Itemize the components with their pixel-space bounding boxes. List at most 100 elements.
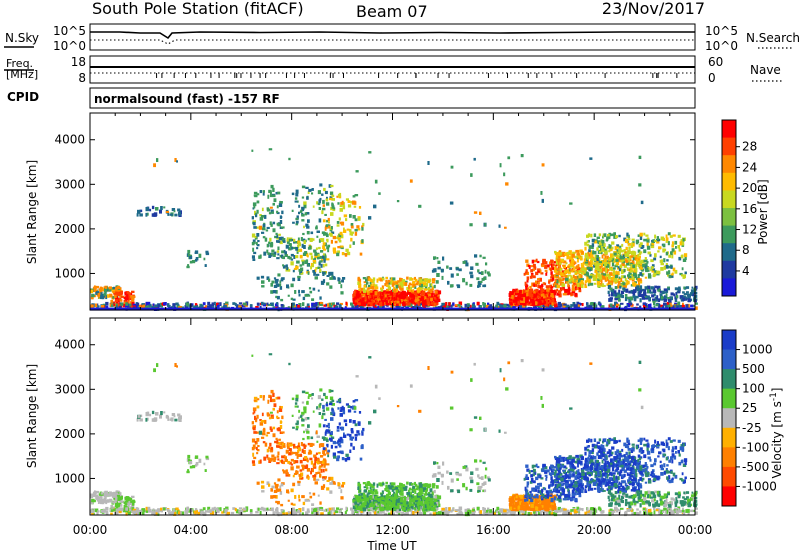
power-cell xyxy=(569,263,572,266)
power-cell xyxy=(414,285,417,289)
power-cell xyxy=(610,233,614,237)
power-cell xyxy=(109,293,113,298)
power-cell xyxy=(306,196,309,200)
power-cell xyxy=(419,302,422,306)
power-cell xyxy=(605,261,609,264)
power-cell xyxy=(106,294,110,298)
velocity-cell xyxy=(105,500,108,505)
velocity-cell xyxy=(132,502,135,506)
power-cell xyxy=(641,296,646,300)
velocity-cell xyxy=(533,511,536,514)
power-cell xyxy=(350,223,354,226)
power-cell xyxy=(662,243,666,248)
power-cell xyxy=(557,255,561,259)
power-cell xyxy=(323,259,326,263)
power-cell xyxy=(295,265,299,270)
power-cell xyxy=(350,225,354,229)
power-cell xyxy=(604,258,607,262)
power-cell xyxy=(309,252,313,256)
velocity-cell xyxy=(350,507,354,511)
power-cell xyxy=(520,302,524,306)
power-cell xyxy=(288,238,292,242)
power-cell xyxy=(656,241,660,244)
power-cell xyxy=(558,305,562,308)
power-cell xyxy=(277,223,281,227)
power-cell xyxy=(572,268,575,271)
power-cell xyxy=(151,213,155,217)
power-cell xyxy=(326,258,330,261)
power-cell xyxy=(629,266,632,270)
power-cell xyxy=(328,184,332,188)
power-cell xyxy=(272,228,276,233)
power-cell xyxy=(319,238,322,241)
power-cell xyxy=(205,305,208,308)
velocity-cell xyxy=(446,510,449,515)
power-cell xyxy=(512,299,516,303)
cpid-label: CPID xyxy=(7,90,39,104)
power-cell xyxy=(427,287,430,289)
velocity-cell xyxy=(234,507,237,512)
power-cell xyxy=(449,201,454,205)
power-cell xyxy=(633,269,636,273)
power-cell xyxy=(175,302,179,306)
power-cell xyxy=(340,201,343,205)
power-cell xyxy=(593,250,597,255)
power-cell xyxy=(522,304,526,309)
power-cell xyxy=(301,185,306,189)
power-cell xyxy=(473,157,476,161)
power-cell xyxy=(564,275,568,279)
power-cell xyxy=(586,234,590,238)
power-cell xyxy=(304,260,307,264)
power-cell xyxy=(450,273,454,278)
power-cell xyxy=(581,283,584,289)
velocity-cell xyxy=(282,512,286,515)
power-cell xyxy=(257,302,260,306)
power-cell xyxy=(617,284,620,289)
velocity-cell xyxy=(206,510,210,513)
power-cell xyxy=(517,297,520,300)
power-cell xyxy=(537,268,541,271)
power-cell xyxy=(419,291,422,295)
y-tick-label: 1000 xyxy=(54,266,85,280)
power-cell xyxy=(611,241,615,245)
velocity-cell xyxy=(539,512,542,516)
power-cell xyxy=(332,276,336,279)
power-cell xyxy=(639,232,643,237)
velocity-cell xyxy=(230,511,235,515)
power-cell xyxy=(602,273,606,276)
power-cell xyxy=(290,283,294,288)
power-cell xyxy=(670,274,674,278)
velocity-cell xyxy=(589,507,592,511)
velocity-cell xyxy=(259,510,262,515)
power-cell xyxy=(276,212,280,215)
power-cell xyxy=(515,292,518,296)
power-cell xyxy=(609,272,613,276)
power-cell xyxy=(521,300,525,303)
power-cell xyxy=(535,292,538,297)
power-cell xyxy=(336,221,340,224)
velocity-cell xyxy=(114,499,117,503)
power-cell xyxy=(255,226,259,229)
power-cell xyxy=(280,298,284,302)
power-cell xyxy=(350,237,353,242)
power-cell xyxy=(583,258,587,263)
power-cell xyxy=(290,238,294,242)
power-cell xyxy=(117,293,121,296)
power-cell xyxy=(652,268,656,271)
power-cell xyxy=(391,283,394,287)
velocity-cell xyxy=(395,509,399,513)
power-cell xyxy=(315,273,320,276)
power-cell xyxy=(551,299,555,303)
power-cell xyxy=(623,264,627,268)
power-cell xyxy=(560,260,564,263)
power-cell xyxy=(303,240,306,245)
power-cell xyxy=(522,302,527,306)
power-cell xyxy=(553,289,558,293)
power-cell xyxy=(554,250,557,254)
power-cell xyxy=(430,283,433,287)
power-cell xyxy=(593,257,595,260)
velocity-cell xyxy=(207,506,211,511)
power-cell xyxy=(322,199,325,204)
power-cell xyxy=(104,286,108,289)
power-cell xyxy=(232,302,236,305)
